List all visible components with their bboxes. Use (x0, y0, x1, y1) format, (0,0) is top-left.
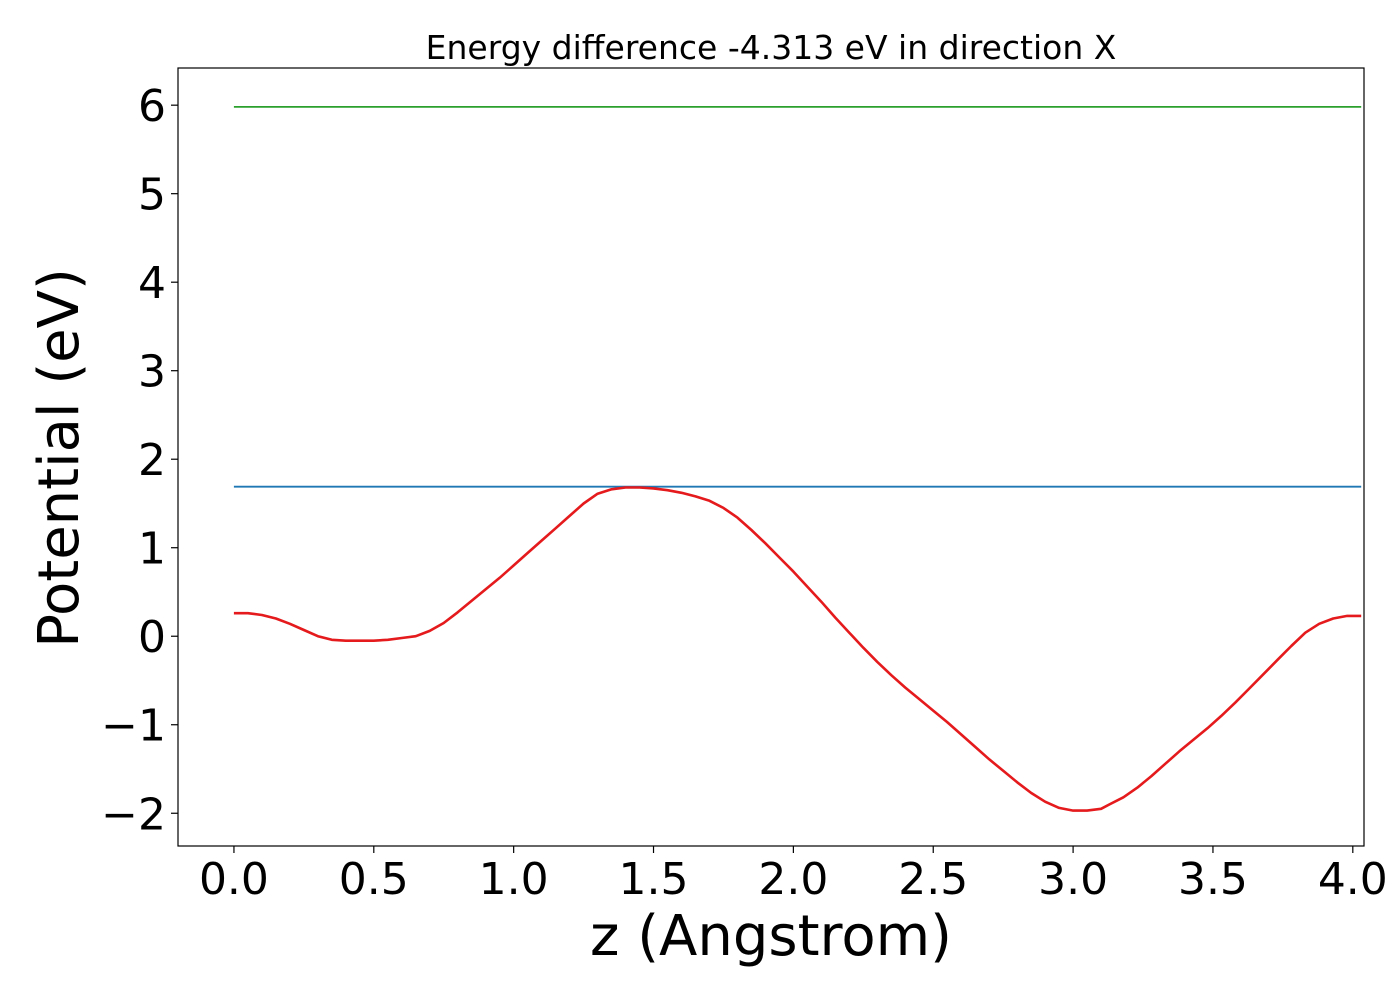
x-tick-label: 2.5 (898, 854, 968, 905)
y-axis-title: Potential (eV) (27, 268, 92, 648)
plot-area (233, 106, 1362, 812)
x-axis-title: z (Angstrom) (590, 904, 952, 969)
y-tick-label: 4 (138, 258, 166, 309)
x-tick-label: 3.5 (1178, 854, 1248, 905)
x-tick-label: 1.0 (479, 854, 549, 905)
x-tick-label: 2.0 (758, 854, 828, 905)
plot-frame (177, 67, 1365, 847)
x-tick-label: 4.0 (1318, 854, 1388, 905)
y-tick-label: 2 (138, 435, 166, 486)
y-tick-label: −1 (101, 701, 166, 752)
y-tick-label: 1 (138, 524, 166, 575)
x-tick-label: 1.5 (619, 854, 689, 905)
y-tick-label: −2 (101, 789, 166, 840)
y-tick-label: 5 (138, 170, 166, 221)
y-axis: −2 −1 0 1 2 3 4 5 6 (101, 81, 178, 840)
chart-title: Energy difference -4.313 eV in direction… (426, 28, 1117, 67)
x-tick-label: 0.0 (199, 854, 269, 905)
y-tick-label: 0 (138, 612, 166, 663)
y-tick-label: 6 (138, 81, 166, 132)
series-line-3 (233, 486, 1362, 812)
x-tick-label: 0.5 (339, 854, 409, 905)
x-axis: 0.0 0.5 1.0 1.5 2.0 2.5 3.0 3.5 4.0 (199, 846, 1388, 905)
y-tick-label: 3 (138, 347, 166, 398)
x-tick-label: 3.0 (1038, 854, 1108, 905)
